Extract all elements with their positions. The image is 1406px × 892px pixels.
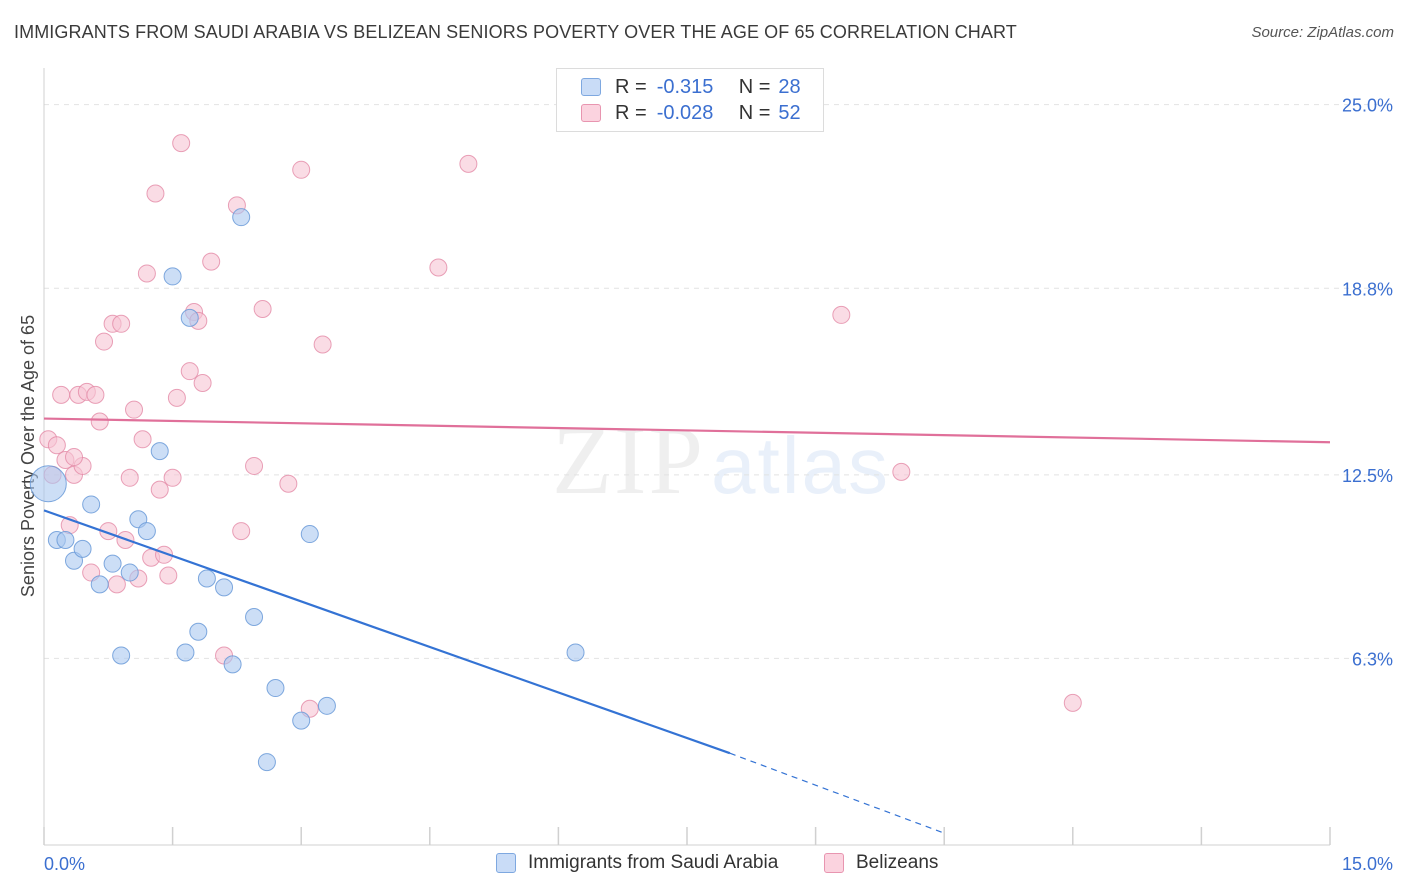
saudi-trend-line	[43, 509, 731, 755]
saudi-point	[292, 711, 311, 730]
saudi-point	[90, 575, 109, 594]
belizean-point	[133, 430, 152, 449]
belizean-point	[892, 462, 911, 481]
legend-r-label: R =	[615, 101, 647, 124]
saudi-point	[232, 208, 251, 227]
legend-n-value: 28	[778, 75, 801, 98]
belizean-trend-line	[43, 417, 1331, 444]
legend-swatch-saudi	[496, 853, 516, 873]
belizean-point	[137, 264, 156, 283]
saudi-point	[29, 465, 67, 503]
belizean-point	[86, 385, 105, 404]
belizean-point	[245, 456, 264, 475]
belizean-point	[95, 332, 114, 351]
legend-n-label: N =	[738, 101, 771, 124]
belizean-point	[459, 154, 478, 173]
x-tick-label: 0.0%	[44, 854, 85, 874]
legend-item-saudi: Immigrants from Saudi Arabia	[496, 852, 778, 874]
x-tick-label: 15.0%	[1342, 854, 1393, 874]
legend-r-value: -0.315	[656, 75, 714, 98]
saudi-point	[189, 622, 208, 641]
legend-label-belizean: Belizeans	[856, 852, 939, 873]
belizean-point	[202, 252, 221, 271]
legend-label-saudi: Immigrants from Saudi Arabia	[528, 852, 779, 873]
saudi-point	[82, 495, 101, 514]
belizean-point	[107, 575, 126, 594]
belizean-point	[429, 258, 448, 277]
y-axis-title: Seniors Poverty Over the Age of 65	[18, 315, 38, 597]
belizean-point	[163, 468, 182, 487]
belizean-point	[146, 184, 165, 203]
belizean-point	[65, 448, 84, 467]
belizean-point	[159, 566, 178, 585]
belizean-point	[125, 400, 144, 419]
legend-row-belizean: R = -0.028 N = 52	[581, 102, 801, 124]
watermark-zip: ZIP	[552, 407, 705, 515]
saudi-point	[300, 525, 319, 544]
belizean-point	[47, 436, 66, 455]
source-label: Source: ZipAtlas.com	[1251, 24, 1394, 41]
saudi-point	[103, 554, 122, 573]
legend-r-label: R =	[615, 75, 647, 98]
legend-r-value: -0.028	[656, 101, 714, 124]
belizean-point	[193, 374, 212, 393]
belizean-point	[180, 362, 199, 381]
belizean-point	[150, 480, 169, 499]
saudi-point	[176, 643, 195, 662]
legend-n-label: N =	[738, 75, 771, 98]
saudi-point	[150, 442, 169, 461]
saudi-point	[112, 646, 131, 665]
belizean-point	[1063, 693, 1082, 712]
saudi-point	[223, 655, 242, 674]
belizean-point	[279, 474, 298, 493]
legend-swatch-belizean	[824, 853, 844, 873]
belizean-point	[112, 314, 131, 333]
saudi-point	[266, 679, 285, 698]
saudi-point	[180, 308, 199, 327]
legend-item-belizean: Belizeans	[824, 852, 938, 874]
belizean-point	[232, 522, 251, 541]
watermark-atlas: atlas	[711, 421, 890, 510]
belizean-point	[90, 412, 109, 431]
saudi-point	[197, 569, 216, 588]
watermark: ZIPatlas	[552, 405, 890, 517]
belizean-point	[292, 160, 311, 179]
series-legend: Immigrants from Saudi Arabia Belizeans	[0, 852, 1406, 878]
saudi-point	[163, 267, 182, 286]
belizean-point	[52, 385, 71, 404]
legend-swatch-saudi	[581, 78, 601, 96]
saudi-point	[73, 539, 92, 558]
saudi-trend-extension	[729, 752, 945, 834]
belizean-point	[172, 134, 191, 153]
saudi-point	[245, 607, 264, 626]
legend-n-value: 52	[778, 101, 801, 124]
legend-swatch-belizean	[581, 104, 601, 122]
legend-row-saudi: R = -0.315 N = 28	[581, 76, 801, 98]
saudi-point	[56, 530, 75, 549]
saudi-point	[137, 522, 156, 541]
saudi-point	[215, 578, 234, 597]
saudi-point	[566, 643, 585, 662]
saudi-point	[257, 753, 276, 772]
belizean-point	[120, 468, 139, 487]
saudi-point	[317, 696, 336, 715]
belizean-point	[167, 388, 186, 407]
y-tick-label: 25.0%	[1342, 96, 1393, 116]
y-tick-label: 18.8%	[1342, 279, 1393, 299]
belizean-point	[253, 299, 272, 318]
belizean-point	[313, 335, 332, 354]
correlation-legend: R = -0.315 N = 28 R = -0.028 N = 52	[556, 68, 824, 132]
belizean-point	[832, 305, 851, 324]
y-tick-label: 6.3%	[1352, 649, 1393, 669]
chart-title: IMMIGRANTS FROM SAUDI ARABIA VS BELIZEAN…	[14, 22, 1017, 42]
y-tick-label: 12.5%	[1342, 466, 1393, 486]
saudi-point	[120, 563, 139, 582]
